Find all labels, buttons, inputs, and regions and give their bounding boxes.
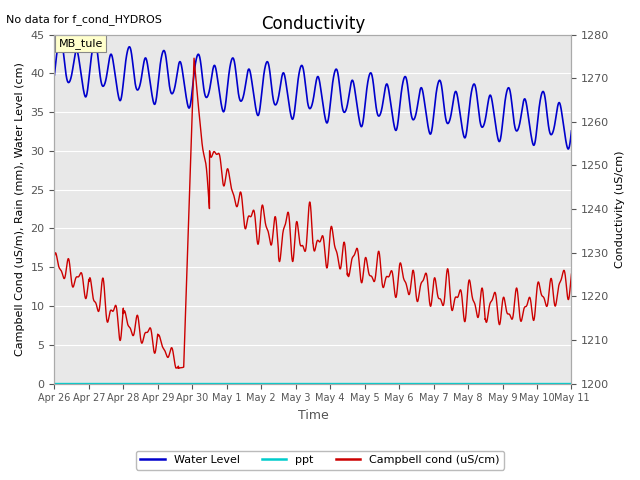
Text: MB_tule: MB_tule — [58, 38, 103, 49]
Title: Conductivity: Conductivity — [261, 15, 365, 33]
Text: No data for f_cond_HYDROS: No data for f_cond_HYDROS — [6, 14, 163, 25]
Y-axis label: Conductivity (uS/cm): Conductivity (uS/cm) — [615, 150, 625, 268]
Y-axis label: Campbell Cond (uS/m), Rain (mm), Water Level (cm): Campbell Cond (uS/m), Rain (mm), Water L… — [15, 62, 25, 356]
Legend: Water Level, ppt, Campbell cond (uS/cm): Water Level, ppt, Campbell cond (uS/cm) — [136, 451, 504, 469]
X-axis label: Time: Time — [298, 409, 328, 422]
